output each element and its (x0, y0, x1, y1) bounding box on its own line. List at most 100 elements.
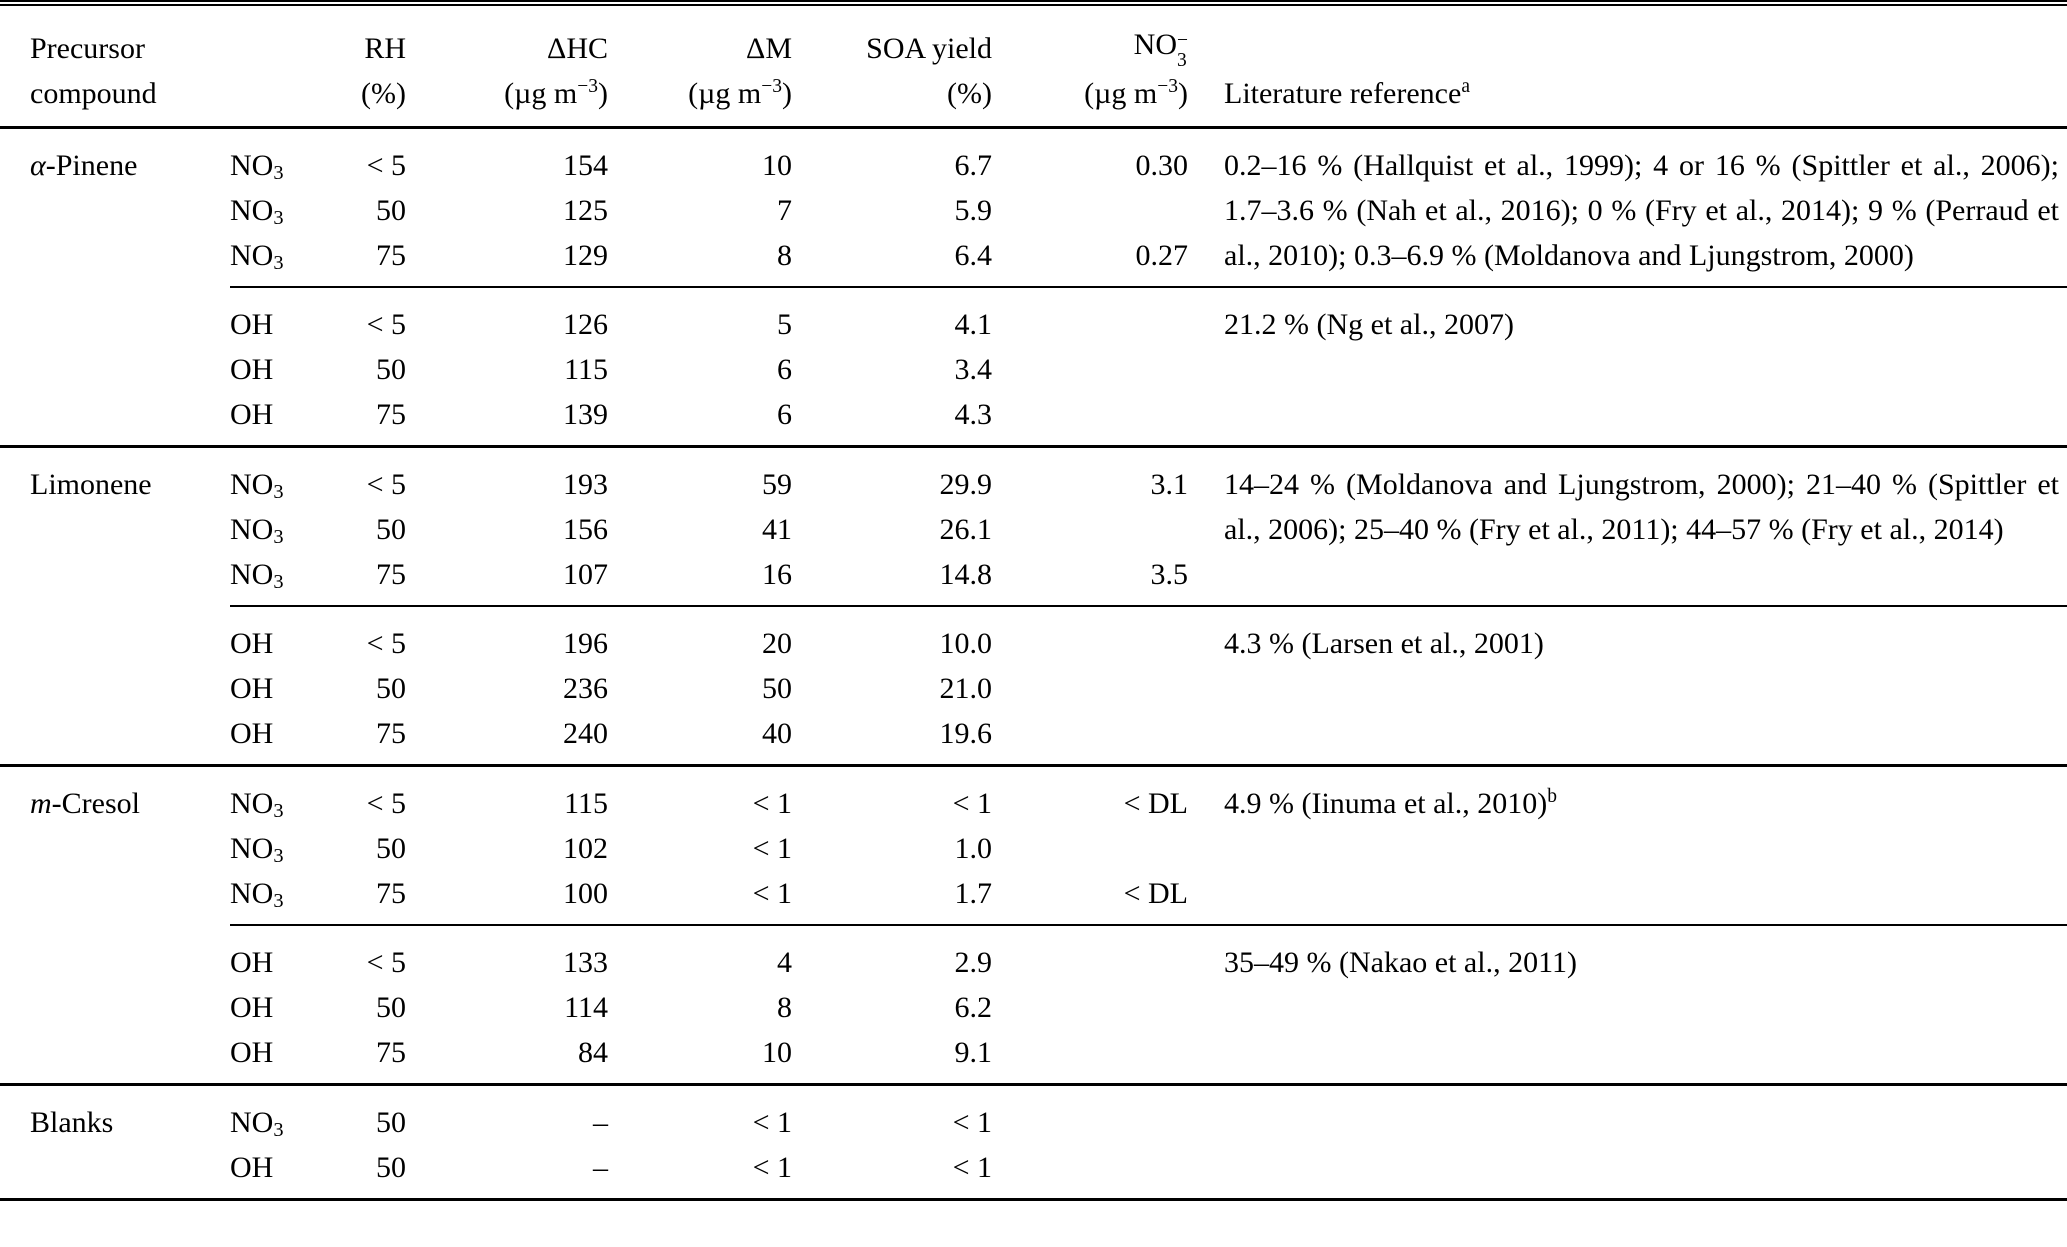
table-row: OH < 5 133 4 2.9 35–49 % (Nakao et al., 2011) (0, 923, 2067, 1085)
reference-cell: 4.9 % (Iinuma et al., 2010)b (1188, 763, 2067, 925)
reference-cell: 4.3 % (Larsen et al., 2001) (1188, 604, 2067, 766)
delta-hc-cell: 125 (563, 193, 608, 227)
table-row: OH 75 240 40 19.6 (0, 711, 2067, 766)
nitrate-cell (992, 923, 1188, 985)
soa-yield-cell: 1.7 (954, 876, 993, 910)
delta-hc-cell: 154 (406, 125, 608, 188)
nitrate-cell (992, 985, 1188, 1030)
table-row: m-Cresol NO3 < 5 115 < 1 < 1 < DL 4.9 % (Iinuma… (0, 763, 2067, 1085)
nitrate-cell (992, 507, 1188, 552)
nitrate-subscript: 3 (1177, 50, 1187, 72)
delta-hc-cell: 115 (406, 763, 608, 826)
soa-yield-cell: 10.0 (792, 604, 992, 666)
delta-m-cell: 8 (777, 990, 792, 1024)
rh-cell: < 5 (342, 444, 406, 507)
table-row: NO3 75 129 8 6.4 0.27 (0, 233, 2067, 287)
precursor-cell: Blanks (0, 1082, 230, 1200)
unit-close: ) (598, 76, 608, 110)
oxidant-cell: OH (230, 990, 274, 1024)
nitrate-cell (992, 1082, 1188, 1145)
soa-yield-table: Precursor compound RH (%) ΔHC (µg m−3) Δ… (0, 0, 2067, 1201)
delta-hc-cell: 100 (563, 876, 608, 910)
unit-close: ) (1178, 76, 1188, 110)
soa-yield-cell: 6.4 (954, 238, 993, 272)
delta-m-cell: < 1 (752, 876, 792, 910)
nitrate-cell: 3.5 (1150, 557, 1189, 591)
oxidant-cell: OH (230, 923, 342, 985)
table-row: Blanks NO3 50– < 1 < 1 (0, 1082, 2067, 1200)
table-row: NO3 50 102 < 1 1.0 (0, 826, 2067, 871)
nitrate-cell (992, 285, 1188, 347)
header-rh-label: RH (364, 31, 406, 65)
header-precursor-line1: Precursor (30, 31, 145, 65)
oxidant-cell: NO3 (230, 763, 342, 826)
oxidant-cell: OH (230, 716, 274, 750)
reference-cell (1188, 1082, 2067, 1200)
nitrate-charge: − (1177, 30, 1188, 52)
delta-m-cell: < 1 (608, 1082, 792, 1145)
table-row: Limonene NO3 < 5 193 59 29.9 3.1 14–24 % (Molda… (0, 444, 2067, 766)
rh-cell: 50 (376, 193, 406, 227)
delta-hc-cell: 126 (406, 285, 608, 347)
rh-cell: 50 (376, 831, 406, 865)
nitrate-cell (992, 392, 1188, 447)
delta-m-cell: 50 (762, 671, 792, 705)
oxidant-cell: NO3 (230, 831, 284, 868)
header-precursor-compound: Precursor compound (0, 3, 230, 129)
nitrate-cell (992, 347, 1188, 392)
rh-cell: 50 (376, 512, 406, 546)
oxidant-cell: NO3 (230, 444, 342, 507)
oxidant-cell: OH (230, 352, 274, 386)
header-soa-yield: SOA yield (%) (792, 3, 992, 129)
table-row: NO3 50 125 7 5.9 (0, 188, 2067, 233)
unit-open: (µg m (688, 76, 762, 110)
reference-cell: 35–49 % (Nakao et al., 2011) (1188, 923, 2067, 1085)
reference-label-text: Literature reference (1224, 76, 1462, 110)
unit-open: (µg m (1084, 76, 1158, 110)
header-nitrate-unit: (µg m−3) (992, 71, 1188, 116)
delta-m-cell: 10 (608, 125, 792, 188)
reference-cell: 14–24 % (Moldanova and Ljungstrom, 2000)… (1188, 444, 2067, 606)
reference-cell: 0.2–16 % (Hallquist et al., 1999); 4 or … (1188, 125, 2067, 287)
delta-m-cell: < 1 (608, 763, 792, 826)
table-row: α-Pinene NO3 < 5 154 10 6.7 0.30 0.2–16 % (Hall… (0, 125, 2067, 447)
header-soa-yield-label: SOA yield (866, 31, 992, 65)
soa-yield-cell: 4.1 (792, 285, 992, 347)
table-row: OH < 5 126 5 4.1 21.2 % (Ng et al., 2007) (0, 285, 2067, 447)
oxidant-cell: NO3 (230, 1082, 342, 1145)
nitrate-cell: < DL (1123, 876, 1188, 910)
soa-yield-cell: 14.8 (939, 557, 993, 591)
unit-open: (µg m (504, 76, 578, 110)
delta-m-cell: 20 (608, 604, 792, 666)
table-row: OH < 5 196 20 10.0 4.3 % (Larsen et al., 2001… (0, 604, 2067, 766)
table-row: OH 75 84 10 9.1 (0, 1030, 2067, 1085)
reference-footnote-marker: b (1547, 786, 1557, 808)
table-row: OH 50 – < 1 < 1 (0, 1145, 2067, 1200)
rh-cell: 75 (376, 876, 406, 910)
nitrate-cell (992, 1145, 1188, 1200)
soa-yield-cell: 6.7 (792, 125, 992, 188)
header-nitrate: NO −3 (µg m−3) (992, 3, 1188, 129)
nitrate-cell (992, 1030, 1188, 1085)
table-row: OH 50 115 6 3.4 (0, 347, 2067, 392)
delta-m-cell: 59 (608, 444, 792, 507)
table-body: α-Pinene NO3 < 5 154 10 6.7 0.30 0.2–16 % (Hall… (0, 125, 2067, 1200)
table-row: OH 50 236 50 21.0 (0, 666, 2067, 711)
header-delta-m-unit: (µg m−3) (608, 71, 792, 116)
soa-yield-cell: 21.0 (939, 671, 993, 705)
delta-m-cell: < 1 (752, 831, 792, 865)
header-soa-yield-unit: (%) (947, 76, 992, 110)
precursor-cell: m-Cresol (0, 763, 230, 1085)
rh-cell: 75 (376, 238, 406, 272)
delta-hc-cell: 193 (406, 444, 608, 507)
soa-yield-cell: 4.3 (954, 397, 993, 431)
oxidant-cell: NO3 (230, 557, 284, 594)
delta-hc-cell: 102 (563, 831, 608, 865)
soa-yield-cell: < 1 (792, 1082, 992, 1145)
header-delta-hc: ΔHC (µg m−3) (406, 3, 608, 129)
table-row: OH 50 114 8 6.2 (0, 985, 2067, 1030)
delta-m-cell: 4 (608, 923, 792, 985)
delta-m-cell: 5 (608, 285, 792, 347)
soa-yield-cell: 5.9 (954, 193, 993, 227)
unit-exponent: −3 (1157, 76, 1178, 98)
